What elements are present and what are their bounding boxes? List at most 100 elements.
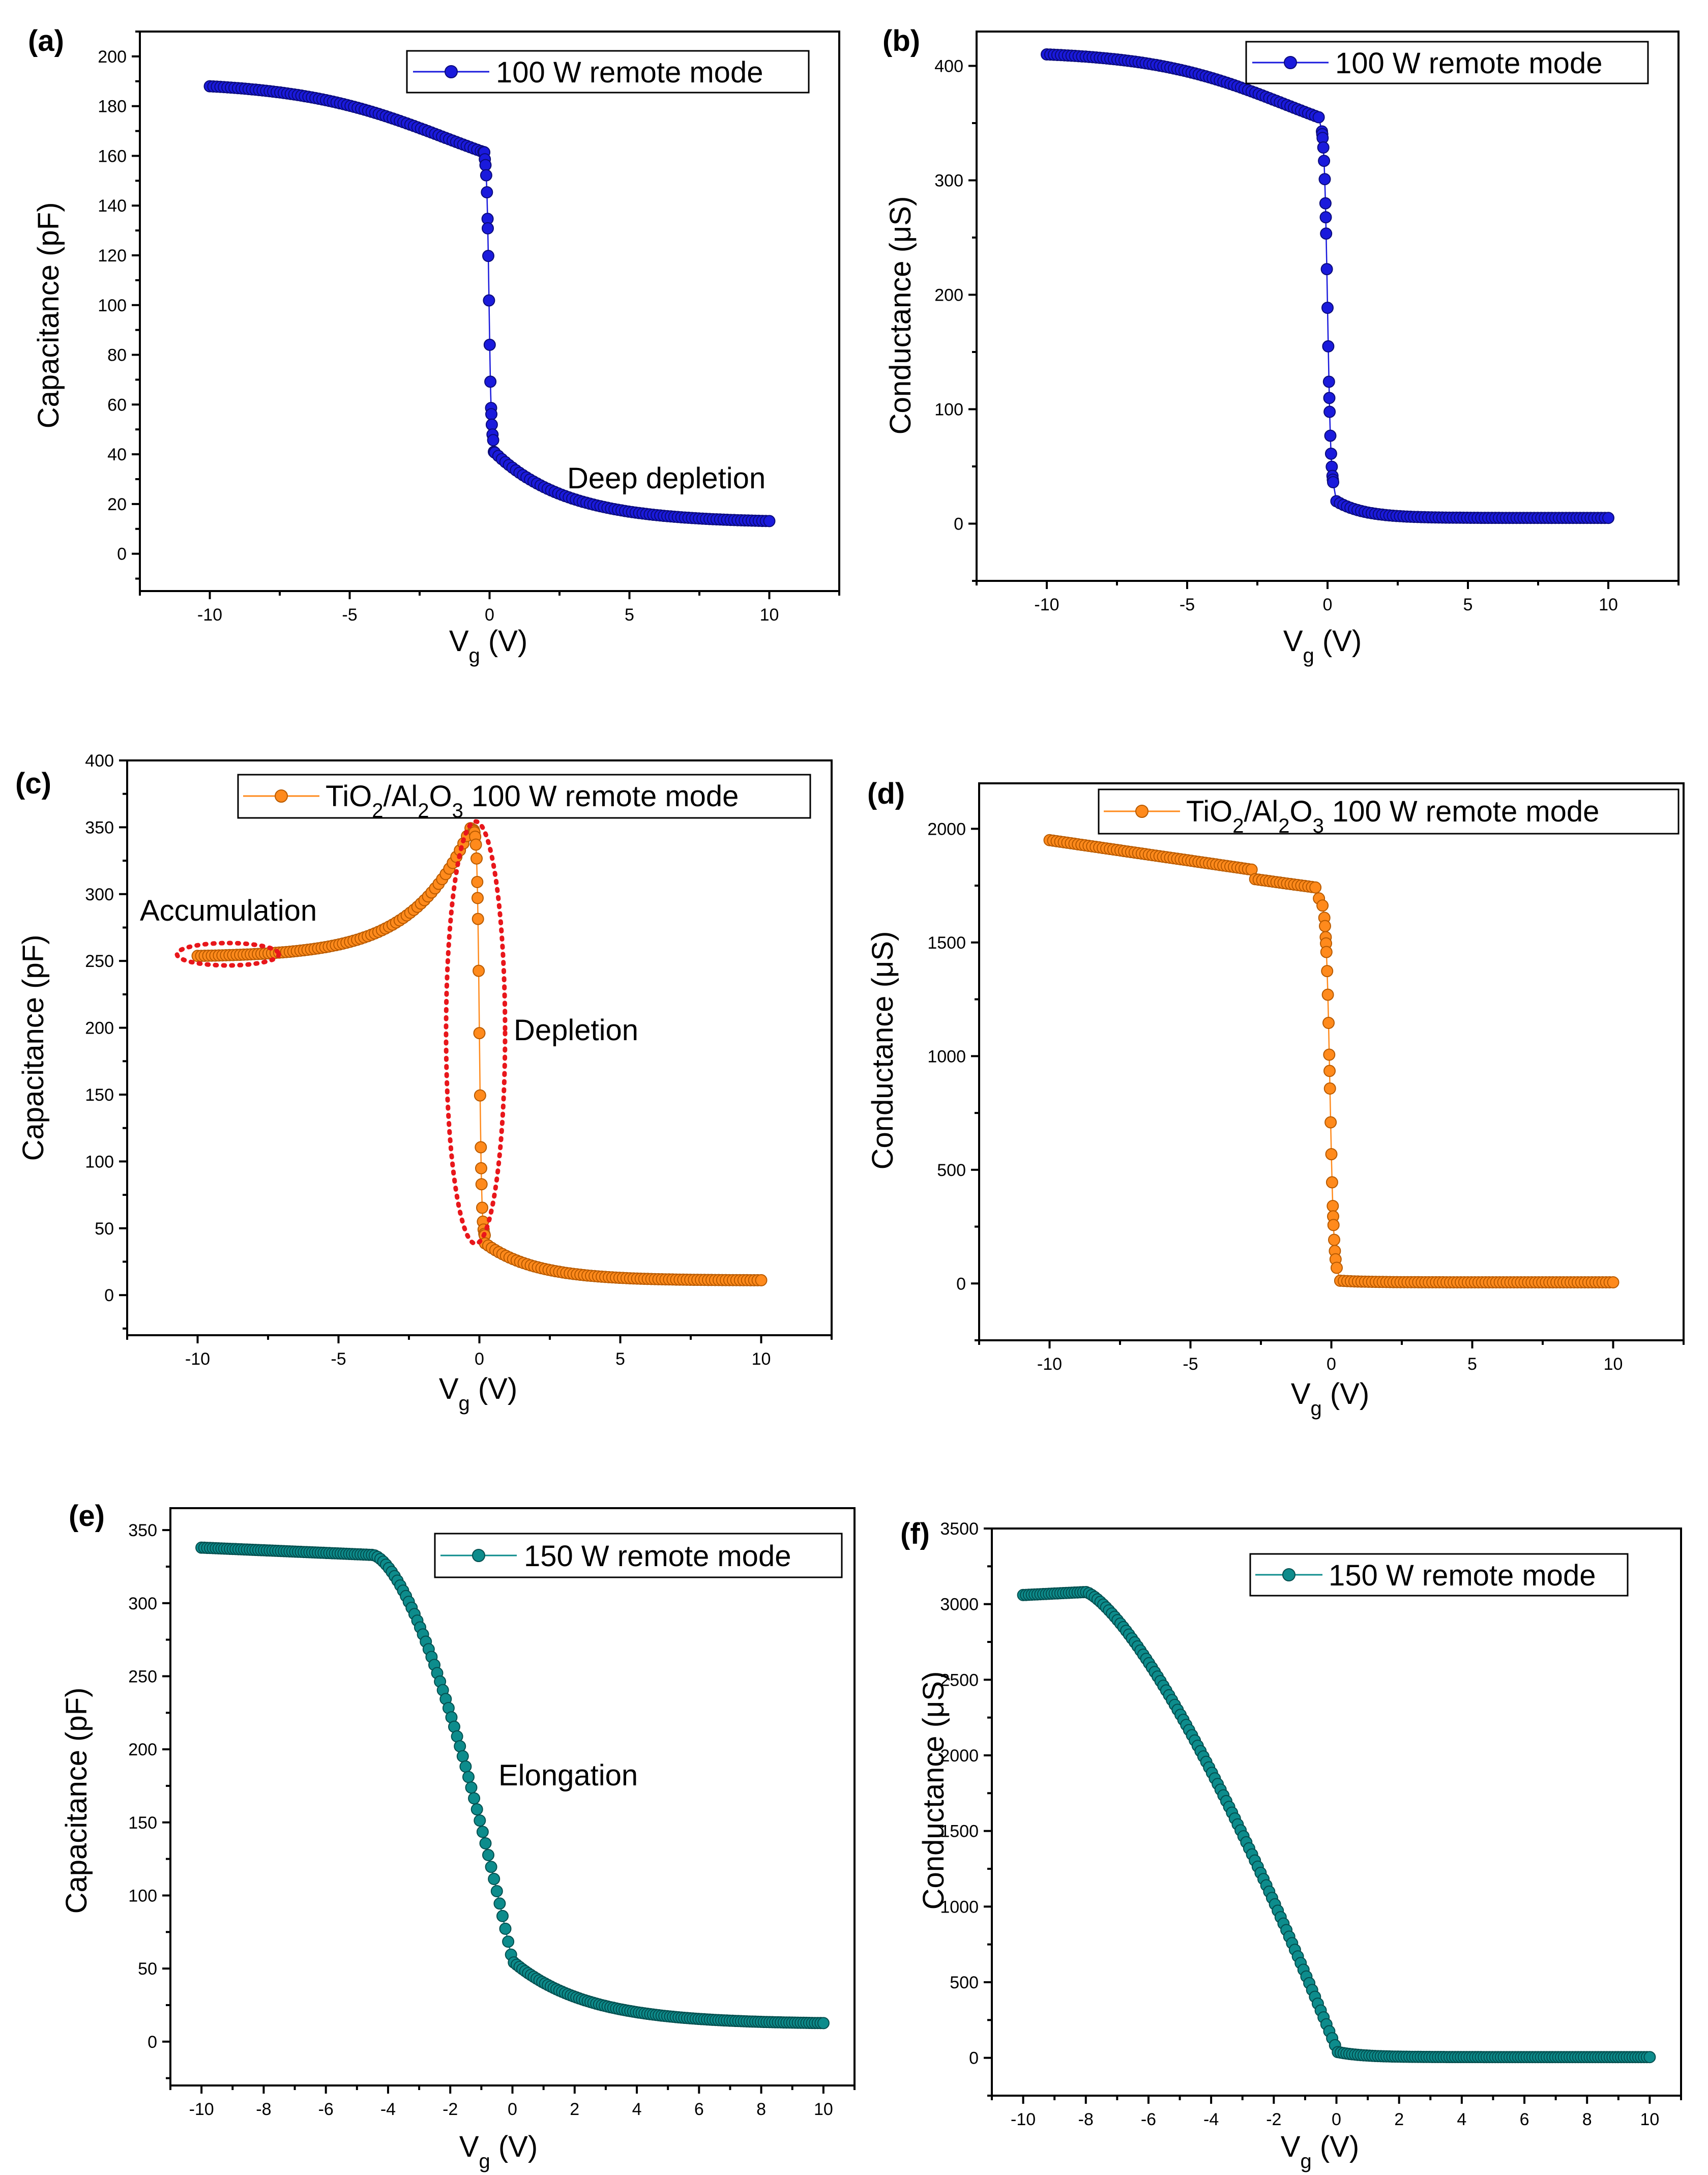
y-tick-label-b: 400 bbox=[934, 57, 963, 76]
y-tick-label-a: 100 bbox=[98, 296, 127, 315]
x-tick-label-f: 6 bbox=[1520, 2110, 1529, 2129]
data-point-d bbox=[1323, 1048, 1336, 1061]
data-point-b bbox=[1324, 448, 1337, 460]
x-axis-title-sub-d: g bbox=[1311, 1397, 1322, 1420]
x-tick-label-b: 5 bbox=[1463, 595, 1473, 614]
legend-d-part-tio: TiO bbox=[1186, 795, 1232, 828]
y-tick-label-a: 200 bbox=[98, 47, 127, 67]
x-axis-title-unit-b: (V) bbox=[1314, 625, 1362, 658]
data-point-b bbox=[1312, 111, 1325, 124]
x-tick-label-f: 10 bbox=[1640, 2110, 1659, 2129]
data-point-a bbox=[483, 338, 496, 351]
x-axis-title-c: Vg (V) bbox=[439, 1372, 517, 1415]
x-tick-label-f: 2 bbox=[1394, 2110, 1404, 2129]
data-point-e bbox=[468, 1792, 481, 1805]
data-point-c bbox=[469, 838, 482, 851]
y-tick-label-b: 0 bbox=[954, 515, 963, 534]
data-point-f bbox=[1643, 2051, 1656, 2064]
data-point-c bbox=[470, 852, 483, 865]
data-point-a bbox=[482, 250, 494, 262]
panel-label-a: (a) bbox=[28, 24, 64, 57]
y-tick-label-e: 0 bbox=[148, 2033, 157, 2052]
x-axis-title-sub-c: g bbox=[459, 1392, 470, 1415]
y-tick-label-a: 40 bbox=[107, 445, 127, 464]
x-tick-label-a: -10 bbox=[197, 605, 222, 625]
y-tick-label-a: 120 bbox=[98, 246, 127, 266]
data-point-b bbox=[1317, 141, 1330, 154]
data-point-d bbox=[1319, 920, 1331, 932]
x-tick-label-c: 10 bbox=[752, 1349, 771, 1369]
x-axis-title-e: Vg (V) bbox=[459, 2130, 538, 2172]
data-point-e bbox=[499, 1922, 512, 1935]
y-tick-label-c: 350 bbox=[85, 818, 114, 837]
legend-d-sub-3: 3 bbox=[1313, 815, 1324, 837]
plot-area-f: -10 -8 -6 -4 -2 0 2 4 6 8 10 0 500 1000 1500 2000 2500 30… bbox=[940, 1519, 1682, 2129]
legend-d-part-rest: 100 W remote mode bbox=[1324, 795, 1600, 828]
y-tick-label-c: 200 bbox=[85, 1019, 114, 1038]
depletion-highlight bbox=[444, 819, 508, 1246]
data-point-e bbox=[476, 1826, 489, 1838]
x-tick-label-d: 10 bbox=[1604, 1355, 1623, 1374]
x-tick-label-e: 4 bbox=[632, 2100, 642, 2119]
x-tick-label-e: -8 bbox=[256, 2100, 271, 2119]
x-tick-label-d: 0 bbox=[1327, 1355, 1336, 1374]
y-tick-label-c: 250 bbox=[85, 952, 114, 971]
y-tick-label-f: 2500 bbox=[940, 1670, 979, 1690]
legend-marker-d bbox=[1135, 805, 1149, 818]
legend-c-part-al: /Al bbox=[384, 780, 418, 813]
x-tick-label-e: -10 bbox=[189, 2100, 214, 2119]
y-tick-label-a: 20 bbox=[107, 495, 127, 514]
data-point-d bbox=[1323, 1082, 1336, 1095]
legend-c: TiO2/Al2O3 100 W remote mode bbox=[237, 774, 811, 822]
y-tick-label-f: 500 bbox=[950, 1973, 979, 1992]
y-tick-label-f: 3000 bbox=[940, 1595, 979, 1614]
data-point-e bbox=[470, 1803, 483, 1816]
legend-label-b: 100 W remote mode bbox=[1335, 47, 1602, 80]
y-tick-label-f: 2000 bbox=[940, 1746, 979, 1766]
panel-f: -10 -8 -6 -4 -2 0 2 4 6 8 10 0 500 1000 1500 2000 2500 30… bbox=[900, 1517, 1682, 2172]
data-point-e bbox=[496, 1909, 509, 1922]
legend-c-sub-2b: 2 bbox=[418, 800, 429, 822]
data-point-c bbox=[475, 1141, 487, 1154]
x-axis-title-d: Vg (V) bbox=[1291, 1377, 1369, 1420]
data-point-d bbox=[1321, 988, 1334, 1001]
panel-d: -10 -5 0 5 10 0 500 1000 1500 2000 (d) Conductanc… bbox=[866, 777, 1685, 1420]
legend-b: 100 W remote mode bbox=[1245, 41, 1649, 84]
x-axis-title-unit-c: (V) bbox=[470, 1372, 517, 1405]
legend-marker-c bbox=[275, 789, 288, 803]
legend-d-part-al: /Al bbox=[1244, 795, 1279, 828]
y-tick-label-c: 50 bbox=[95, 1219, 114, 1239]
y-axis-title-f: Conductance (μS) bbox=[917, 1671, 950, 1910]
y-tick-label-d: 0 bbox=[956, 1274, 966, 1294]
y-tick-label-a: 180 bbox=[98, 97, 127, 116]
y-tick-label-b: 200 bbox=[934, 286, 963, 305]
x-tick-label-f: -4 bbox=[1203, 2110, 1219, 2129]
data-point-d bbox=[1322, 1017, 1335, 1029]
data-point-e bbox=[490, 1885, 503, 1897]
y-tick-label-e: 200 bbox=[128, 1740, 157, 1759]
y-axis-title-d: Conductance (μS) bbox=[866, 931, 899, 1170]
data-point-c bbox=[473, 964, 485, 977]
legend-d-sub-2b: 2 bbox=[1278, 815, 1289, 837]
x-tick-label-f: 8 bbox=[1582, 2110, 1592, 2129]
x-axis-title-unit-a: (V) bbox=[480, 625, 527, 658]
x-axis-title-main-d: V bbox=[1291, 1377, 1311, 1410]
data-point-b bbox=[1320, 263, 1333, 276]
legend-box-c bbox=[237, 774, 811, 819]
x-tick-label-f: -10 bbox=[1011, 2110, 1036, 2129]
x-tick-label-a: 5 bbox=[625, 605, 634, 625]
data-point-d bbox=[1321, 965, 1334, 978]
plot-area-d: -10 -5 0 5 10 0 500 1000 1500 2000 bbox=[927, 782, 1685, 1374]
data-point-a bbox=[480, 169, 492, 182]
data-point-d bbox=[1328, 1233, 1340, 1246]
x-axis-title-main-c: V bbox=[439, 1372, 459, 1405]
legend-label-d: TiO2/Al2O3 100 W remote mode bbox=[1186, 795, 1599, 837]
x-tick-label-a: 0 bbox=[485, 605, 494, 625]
legend-label-c: TiO2/Al2O3 100 W remote mode bbox=[326, 780, 739, 822]
data-point-d bbox=[1325, 1148, 1338, 1161]
